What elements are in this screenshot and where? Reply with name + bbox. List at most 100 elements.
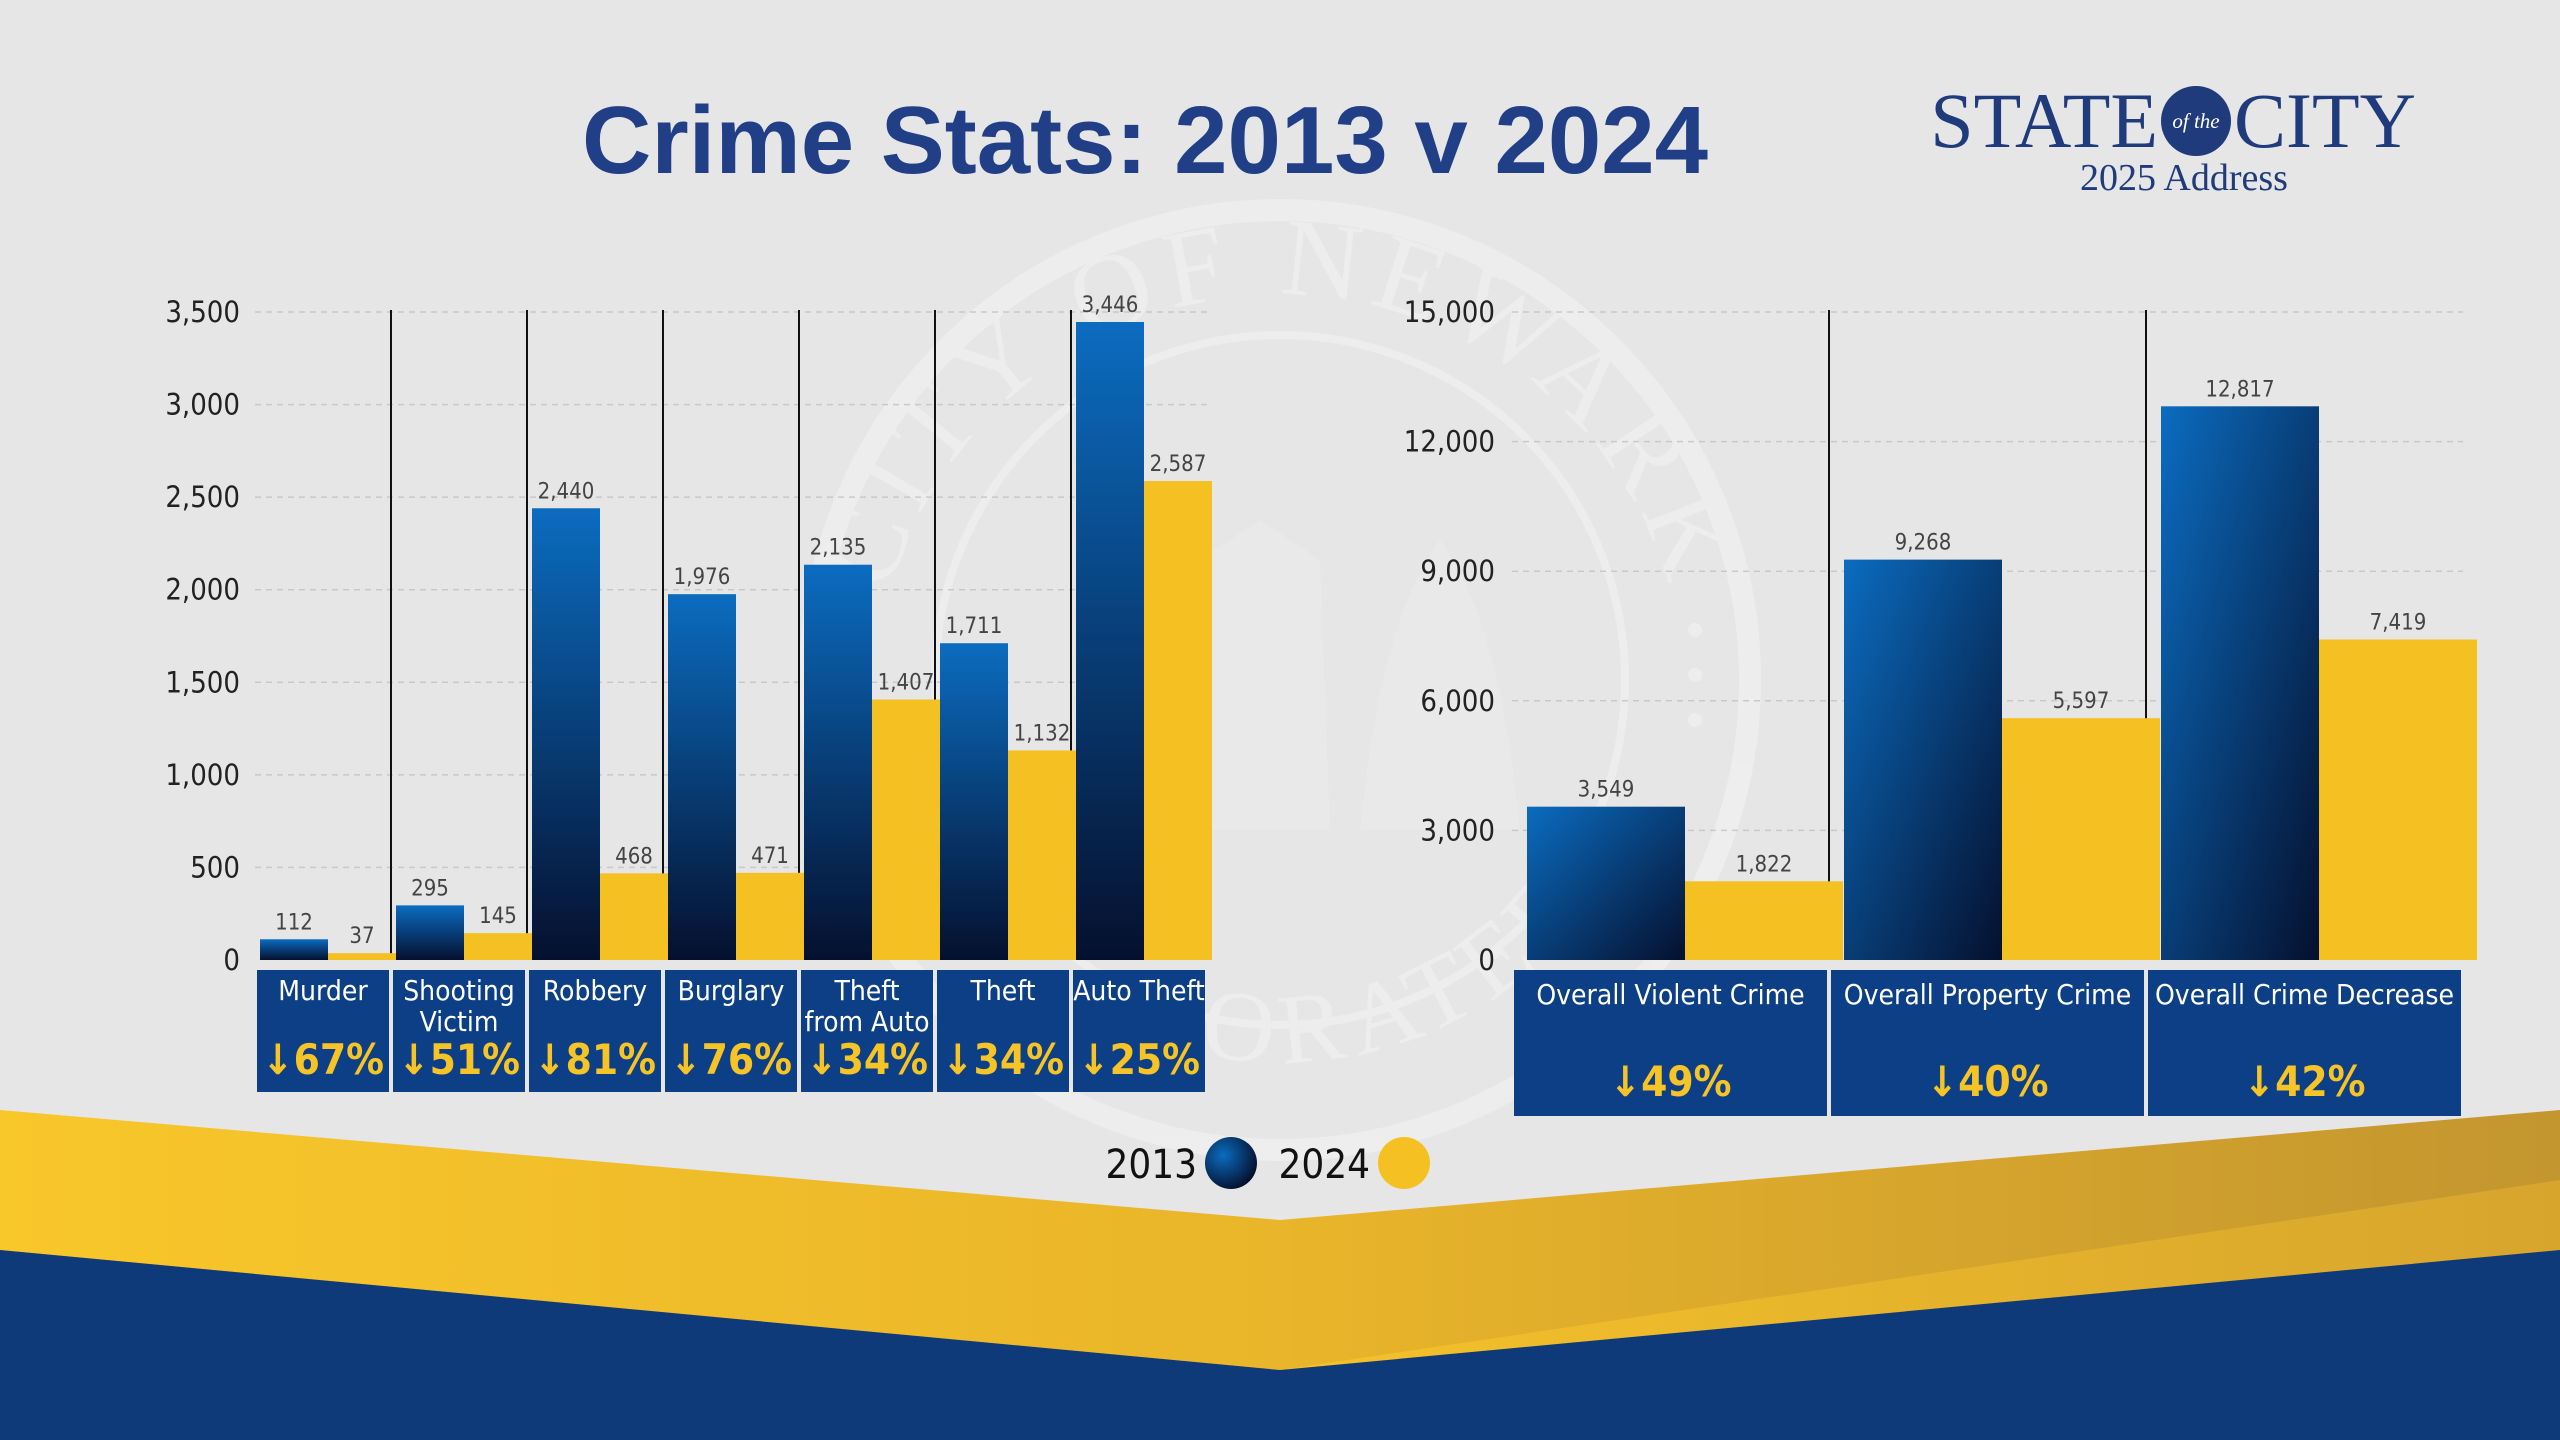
y-tick-label: 6,000: [1420, 684, 1495, 718]
y-tick-label: 2,500: [165, 480, 240, 514]
percent-change-label: ↓76%: [670, 1035, 792, 1084]
y-tick-label: 1,500: [165, 665, 240, 699]
bar-2013-overall-crime-decrease: [2161, 406, 2319, 960]
percent-change-label: ↓81%: [534, 1035, 656, 1084]
value-label-2024: 145: [479, 904, 517, 929]
legend-2024-label: 2024: [1278, 1142, 1370, 1188]
value-label-2024: 468: [615, 844, 653, 869]
y-tick-label: 3,000: [1420, 813, 1495, 847]
category-box: [529, 970, 661, 1092]
bar-2013-auto-theft: [1076, 321, 1144, 961]
percent-change-label: ↓34%: [806, 1035, 928, 1084]
value-label-2013: 112: [275, 910, 313, 935]
category-label: from Auto: [804, 1005, 929, 1038]
y-tick-label: 0: [223, 943, 240, 977]
category-box: [257, 970, 389, 1092]
bar-2013-robbery: [532, 508, 600, 960]
legend-2024-swatch: [1378, 1137, 1430, 1189]
percent-change-label: ↓49%: [1609, 1057, 1731, 1106]
y-tick-label: 15,000: [1404, 295, 1495, 329]
bar-2024-theft-from-auto: [872, 699, 940, 960]
logo-of-the: of the: [2172, 109, 2219, 133]
value-label-2013: 2,135: [810, 536, 867, 561]
bar-2024-robbery: [600, 873, 668, 960]
chart-crime-categories: 0 500 1,000 1,500 2,000 2,500 3,000 3,500 112 37 M…: [165, 293, 1212, 1092]
category-box: [1514, 970, 1827, 1116]
bar-2024-overall-property-crime: [2002, 718, 2160, 960]
bar-2013-burglary: [668, 594, 736, 960]
category-box: [937, 970, 1069, 1092]
value-label-2024: 1,132: [1014, 721, 1071, 746]
bar-2024-murder: [328, 953, 396, 960]
y-tick-label: 2,000: [165, 573, 240, 607]
category-label: Overall Crime Decrease: [2155, 978, 2454, 1011]
legend-2013-label: 2013: [1105, 1142, 1197, 1188]
value-label-2024: 1,407: [878, 671, 935, 696]
value-label-2013: 295: [411, 876, 449, 901]
bar-2013-murder: [260, 939, 328, 960]
bar-2013-shooting-victim: [396, 905, 464, 960]
category-label: Overall Property Crime: [1844, 978, 2131, 1011]
decorative-bands: [0, 1110, 2560, 1440]
chart-overall-crime: 0 3,000 6,000 9,000 12,000 15,000 3,549 1,822 Ov…: [1404, 295, 2477, 1116]
value-label-2024: 37: [349, 924, 374, 949]
value-label-2013: 1,976: [674, 565, 731, 590]
category-box: [665, 970, 797, 1092]
category-label: Overall Violent Crime: [1536, 978, 1804, 1011]
bar-2024-overall-crime-decrease: [2319, 639, 2477, 960]
category-label: Theft: [833, 974, 899, 1007]
bar-2024-auto-theft: [1144, 481, 1212, 960]
percent-change-label: ↓25%: [1078, 1035, 1200, 1084]
category-box: [801, 970, 933, 1092]
percent-change-label: ↓51%: [398, 1035, 520, 1084]
bar-2013-theft-from-auto: [804, 564, 872, 960]
category-box: [1073, 970, 1205, 1092]
value-label-2024: 1,822: [1736, 852, 1793, 877]
bar-2013-overall-property-crime: [1844, 559, 2002, 960]
value-label-2013: 3,549: [1578, 778, 1635, 803]
logo-circle: [2161, 86, 2231, 156]
page-title: Crime Stats: 2013 v 2024: [582, 87, 1708, 194]
y-tick-label: 1,000: [165, 758, 240, 792]
category-box: [1831, 970, 2144, 1116]
legend: 2013 2024: [1105, 1137, 1430, 1189]
category-label: Robbery: [543, 974, 647, 1007]
category-label: Victim: [420, 1005, 499, 1038]
percent-change-label: ↓40%: [1926, 1057, 2048, 1106]
category-label: Shooting: [403, 974, 515, 1007]
bar-2013-overall-violent-crime: [1527, 806, 1685, 960]
logo-city: CITY: [2234, 77, 2416, 164]
value-label-2013: 9,268: [1895, 531, 1952, 556]
percent-change-label: ↓67%: [262, 1035, 384, 1084]
category-box: [393, 970, 525, 1092]
category-label: Auto Theft: [1073, 974, 1205, 1007]
value-label-2013: 12,817: [2205, 377, 2274, 402]
bar-2024-burglary: [736, 872, 804, 960]
y-tick-label: 500: [190, 850, 240, 884]
percent-change-label: ↓42%: [2243, 1057, 2365, 1106]
y-tick-label: 0: [1478, 943, 1495, 977]
logo-state: STATE: [1930, 77, 2158, 164]
value-label-2013: 3,446: [1082, 293, 1139, 318]
bar-2013-theft: [940, 643, 1008, 960]
state-of-the-city-logo: STATE of the CITY 2025 Address: [1930, 77, 2416, 199]
value-label-2024: 7,419: [2370, 610, 2427, 635]
y-tick-label: 12,000: [1404, 425, 1495, 459]
logo-address: 2025 Address: [2080, 157, 2288, 199]
y-tick-label: 3,500: [165, 295, 240, 329]
category-label: Burglary: [678, 974, 785, 1007]
y-tick-label: 3,000: [165, 388, 240, 422]
percent-change-label: ↓34%: [942, 1035, 1064, 1084]
value-label-2013: 2,440: [538, 479, 595, 504]
y-tick-label: 9,000: [1420, 554, 1495, 588]
value-label-2024: 471: [751, 844, 789, 869]
bar-2024-overall-violent-crime: [1685, 881, 1843, 960]
bar-2024-theft: [1008, 750, 1076, 960]
value-label-2024: 2,587: [1150, 452, 1207, 477]
category-box: [2148, 970, 2461, 1116]
value-label-2024: 5,597: [2053, 689, 2110, 714]
bar-2024-shooting-victim: [464, 933, 532, 960]
legend-2013-swatch: [1205, 1137, 1257, 1189]
